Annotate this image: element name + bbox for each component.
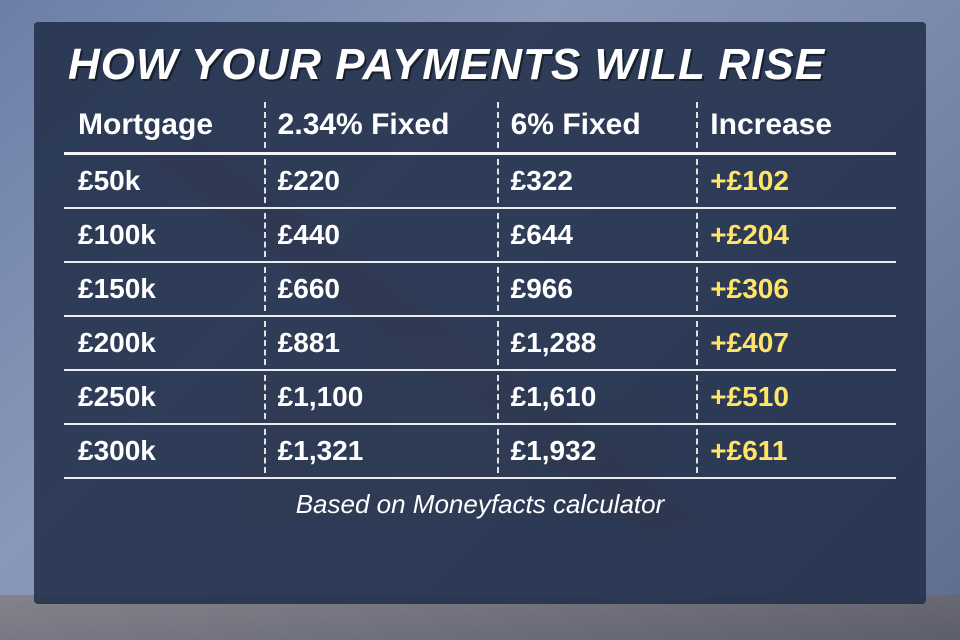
cell-mortgage: £250k	[64, 370, 264, 424]
col-header-mortgage: Mortgage	[64, 98, 264, 154]
panel-title: HOW YOUR PAYMENTS WILL RISE	[64, 40, 896, 98]
cell-mortgage: £300k	[64, 424, 264, 478]
table-row: £100k £440 £644 +£204	[64, 208, 896, 262]
cell-rate-high: £966	[497, 262, 697, 316]
cell-mortgage: £50k	[64, 154, 264, 209]
cell-rate-high: £322	[497, 154, 697, 209]
cell-rate-low: £440	[264, 208, 497, 262]
table-row: £250k £1,100 £1,610 +£510	[64, 370, 896, 424]
cell-rate-high: £1,610	[497, 370, 697, 424]
footnote: Based on Moneyfacts calculator	[64, 479, 896, 520]
cell-rate-low: £660	[264, 262, 497, 316]
cell-rate-high: £1,932	[497, 424, 697, 478]
cell-increase: +£306	[696, 262, 896, 316]
cell-increase: +£510	[696, 370, 896, 424]
cell-mortgage: £150k	[64, 262, 264, 316]
cell-increase: +£407	[696, 316, 896, 370]
cell-increase: +£102	[696, 154, 896, 209]
cell-rate-low: £1,100	[264, 370, 497, 424]
table-row: £300k £1,321 £1,932 +£611	[64, 424, 896, 478]
col-header-increase: Increase	[696, 98, 896, 154]
cell-rate-high: £644	[497, 208, 697, 262]
cell-increase: +£611	[696, 424, 896, 478]
payments-table: Mortgage 2.34% Fixed 6% Fixed Increase £…	[64, 98, 896, 479]
cell-increase: +£204	[696, 208, 896, 262]
table-row: £200k £881 £1,288 +£407	[64, 316, 896, 370]
table-row: £50k £220 £322 +£102	[64, 154, 896, 209]
cell-mortgage: £200k	[64, 316, 264, 370]
cell-mortgage: £100k	[64, 208, 264, 262]
col-header-rate-low: 2.34% Fixed	[264, 98, 497, 154]
cell-rate-low: £220	[264, 154, 497, 209]
table-header-row: Mortgage 2.34% Fixed 6% Fixed Increase	[64, 98, 896, 154]
table-row: £150k £660 £966 +£306	[64, 262, 896, 316]
col-header-rate-high: 6% Fixed	[497, 98, 697, 154]
cell-rate-low: £881	[264, 316, 497, 370]
cell-rate-high: £1,288	[497, 316, 697, 370]
info-panel: HOW YOUR PAYMENTS WILL RISE Mortgage 2.3…	[34, 22, 926, 604]
cell-rate-low: £1,321	[264, 424, 497, 478]
